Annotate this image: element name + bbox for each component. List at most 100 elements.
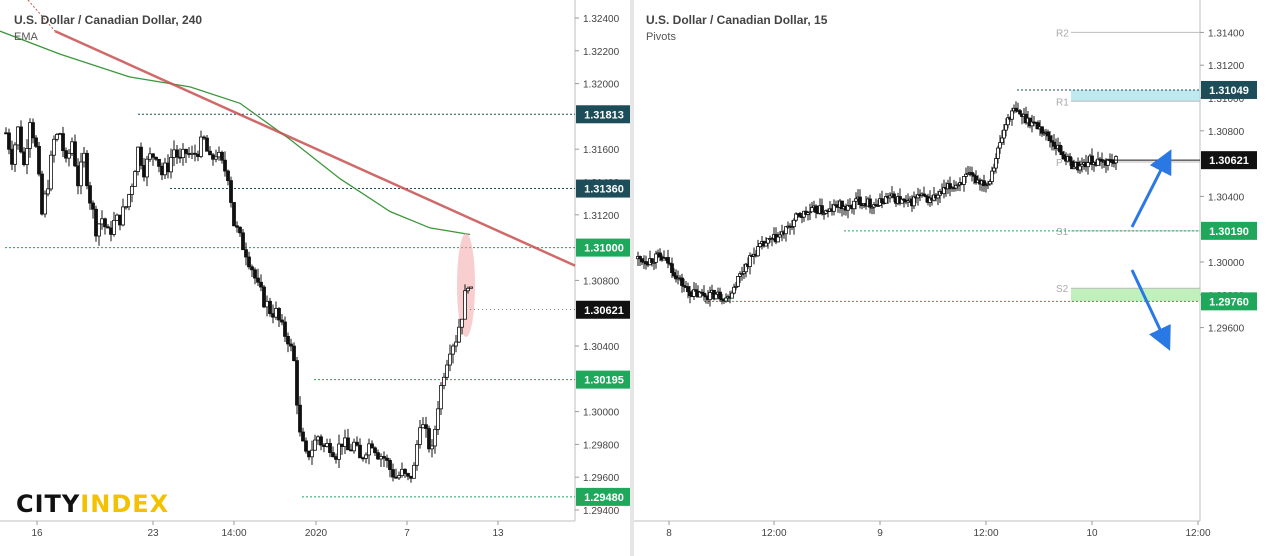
candle-body [304,440,308,452]
candle-body [858,196,862,206]
candle-body [142,165,146,178]
candle-body [166,162,170,173]
candle-body [1000,137,1004,144]
candle-body [283,321,287,337]
candle-body [127,194,131,208]
candle-body [217,151,221,158]
y-tick-label: 1.30800 [1208,127,1245,138]
candle-body [415,444,419,466]
y-tick-label: 1.29800 [583,440,620,451]
candle-body [100,218,104,225]
candle-body [259,281,263,288]
y-tick-label: 1.30400 [583,342,620,353]
candle-body [764,242,768,247]
candle-body [370,443,374,449]
candle-body [184,148,188,154]
candle-body [1018,110,1022,115]
candle-body [361,457,365,460]
pivot-label: S2 [1056,284,1069,295]
candle-body [421,424,425,429]
candle-body [466,287,470,292]
pivot-label: R1 [1056,97,1069,108]
pivot-label: R2 [1056,28,1069,39]
candle-body [708,292,712,301]
y-tick-label: 1.31200 [1208,61,1245,72]
candle-body [346,437,350,451]
price-label-bg [576,238,630,257]
rejection-highlight [457,233,475,337]
candle-body [400,468,404,477]
candle-body [247,256,251,268]
y-tick-label: 1.29600 [1208,324,1245,335]
candle-body [666,257,670,264]
candle-body [724,297,728,302]
candle-body [190,152,194,155]
candle-body [85,152,89,187]
candle-body [469,286,473,289]
candle-body [67,152,71,159]
candle-body [292,345,296,361]
candle-body [688,291,692,297]
candle-body [157,158,161,167]
candle-body [1078,165,1082,171]
y-tick-label: 1.32400 [583,14,620,25]
y-tick-label: 1.32200 [583,47,620,58]
candle-body [992,167,996,172]
candle-body [325,443,329,447]
candle-body [748,255,752,267]
candle-body [55,133,59,140]
y-tick-label: 1.31200 [583,211,620,222]
candle-body [232,202,236,227]
left-chart-svg[interactable]: 1.32400 1.32200 1.32000 1.31600 1.31200 1.308… [0,0,630,556]
candle-body [262,286,266,308]
price-label: 1.31049 [1209,85,1249,97]
candle-body [175,149,179,158]
candle-body [460,318,464,328]
candle-body [22,151,26,166]
candle-body [343,437,347,447]
candle-body [223,159,227,172]
candle-body [208,150,212,156]
candle-body [49,154,53,190]
price-label-bg [1201,292,1257,311]
candle-body [298,404,302,433]
x-tick-label: 7 [404,528,410,539]
candle-body [1048,135,1052,142]
price-label-bg [576,179,630,198]
candle-body [658,252,662,258]
candle-body [397,475,401,479]
candle-body [379,456,383,460]
ema-line [0,30,471,236]
candle-body [307,450,311,458]
candle-body [37,145,41,175]
price-label-bg [576,370,630,389]
y-tick-label: 1.29400 [583,506,620,517]
candle-body [115,214,119,221]
right-chart-panel[interactable]: 1.31400 1.31200 1.31000 1.30800 1.30400 1.300… [634,0,1266,556]
candle-body [888,195,892,199]
candle-body [714,293,718,300]
bullish-arrow [1130,149,1172,228]
right-chart-title: U.S. Dollar / Canadian Dollar, 15 [646,13,828,27]
candle-body [256,277,260,283]
left-chart-panel[interactable]: 1.32400 1.32200 1.32000 1.31600 1.31200 1.308… [0,0,630,556]
candle-body [1086,162,1090,168]
candle-body [457,326,461,343]
candle-body [187,153,191,155]
candle-body [181,148,185,159]
right-chart-svg[interactable]: 1.31400 1.31200 1.31000 1.30800 1.30400 1.300… [634,0,1266,556]
city-index-logo: CITYINDEX [16,490,169,518]
candle-body [193,152,197,155]
y-tick-label: 1.30400 [1208,192,1245,203]
candle-body [798,212,802,217]
candle-body [76,165,80,187]
x-tick-label: 2020 [305,528,328,539]
candle-body [852,200,856,210]
candle-body [103,218,107,228]
candle-body [235,225,239,228]
price-label: 1.30195 [584,375,624,387]
panel-divider[interactable] [630,0,634,556]
x-tick-label: 9 [877,528,883,539]
candle-body [43,193,47,215]
candle-body [340,443,344,447]
